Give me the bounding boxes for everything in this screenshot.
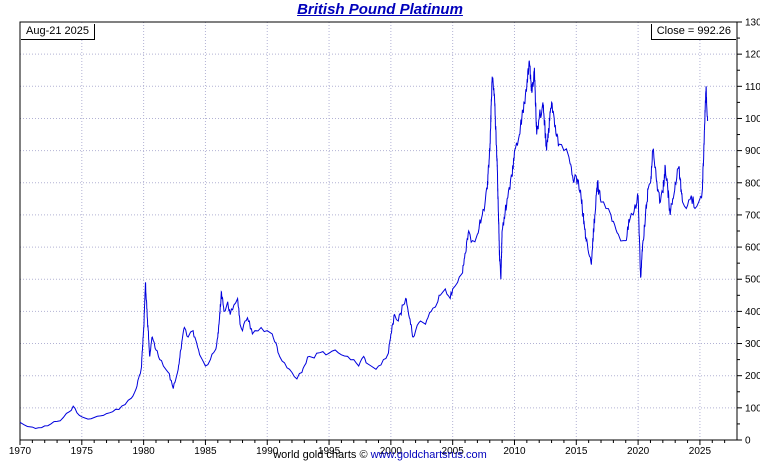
y-tick-label: 800 (745, 178, 760, 189)
x-tick-label: 1970 (9, 446, 32, 457)
price-line (19, 60, 709, 430)
x-tick-label: 2020 (627, 446, 650, 457)
y-axis: 0 100 200 300 400 500 600 700 800 900 1000 1100 1200… (737, 18, 760, 447)
footer-credit-text: world gold charts © (273, 449, 371, 461)
x-tick-label: 2025 (689, 446, 712, 457)
x-tick-label: 1975 (71, 446, 94, 457)
y-tick-label: 600 (745, 243, 760, 254)
y-tick-label: 1000 (745, 114, 760, 125)
y-tick-label: 500 (745, 275, 760, 286)
chart-footer: world gold charts © www.goldchartsrus.co… (0, 449, 760, 461)
y-tick-label: 100 (745, 403, 760, 414)
y-tick-label: 400 (745, 307, 760, 318)
y-tick-label: 300 (745, 339, 760, 350)
y-tick-label: 900 (745, 146, 760, 157)
x-tick-label: 1995 (318, 446, 341, 457)
y-tick-label: 1100 (745, 82, 760, 93)
y-tick-label: 700 (745, 210, 760, 221)
x-tick-label: 1990 (256, 446, 279, 457)
y-tick-label: 1300 (745, 18, 760, 29)
close-value-label: Close = 992.26 (650, 24, 736, 40)
y-tick-label: 200 (745, 371, 760, 382)
plot-frame (19, 21, 738, 441)
y-tick-label: 1200 (745, 50, 760, 61)
y-tick-label: 0 (745, 436, 751, 447)
x-tick-label: 2005 (442, 446, 465, 457)
chart-title: British Pound Platinum (297, 1, 463, 18)
gridlines (20, 22, 737, 440)
x-tick-label: 2015 (565, 446, 588, 457)
x-tick-label: 2010 (503, 446, 526, 457)
x-tick-label: 2000 (380, 446, 403, 457)
x-tick-label: 1980 (132, 446, 155, 457)
x-axis: 1970 1975 1980 1985 1990 1995 2000 2005 2010 2015… (9, 440, 726, 457)
date-label: Aug-21 2025 (21, 24, 95, 40)
footer-site-link[interactable]: www.goldchartsrus.com (370, 449, 487, 461)
x-tick-label: 1985 (194, 446, 217, 457)
